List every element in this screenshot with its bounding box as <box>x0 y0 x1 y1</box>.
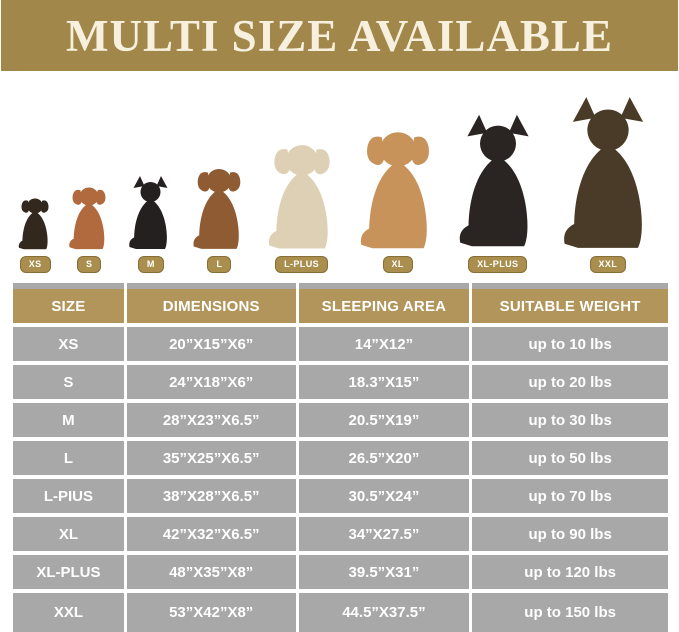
cream-retriever-dog-icon <box>261 136 343 250</box>
dog-slot-l-plus: L-PLUS <box>261 136 343 273</box>
column-header-sleeping-area: SLEEPING AREA <box>298 283 470 323</box>
dog-slot-xxl: XXL <box>552 95 664 273</box>
poodle-puppy-dog-icon <box>64 182 114 250</box>
size-badge-xxl: XXL <box>589 256 627 273</box>
size-badge-xl-plus: XL-PLUS <box>468 256 528 273</box>
german-shepherd-dog-icon <box>552 95 664 250</box>
table-cell: 34”X27.5” <box>298 517 470 551</box>
size-badge-xl: XL <box>382 256 413 273</box>
table-cell: 35”X25”X6.5” <box>126 441 296 475</box>
dog-slot-s: S <box>64 182 114 273</box>
table-cell: XL-PLUS <box>13 555 124 589</box>
dog-slot-xl: XL <box>352 122 444 273</box>
dog-slot-l: L <box>187 162 251 273</box>
table-cell: 53”X42”X8” <box>126 593 296 632</box>
table-cell: up to 30 lbs <box>472 403 668 437</box>
dog-silhouette <box>564 97 643 248</box>
table-cell: M <box>13 403 124 437</box>
dog-silhouette <box>130 176 168 249</box>
dachshund-puppy-dog-icon <box>15 194 55 250</box>
dog-silhouette <box>69 187 105 249</box>
beagle-dog-icon <box>187 162 251 250</box>
dog-silhouette <box>194 169 241 249</box>
table-cell: up to 120 lbs <box>472 555 668 589</box>
table-cell: 28”X23”X6.5” <box>126 403 296 437</box>
table-cell: 42”X32”X6.5” <box>126 517 296 551</box>
size-badge-m: M <box>137 256 164 273</box>
page-title: MULTI SIZE AVAILABLE <box>66 10 613 61</box>
french-bulldog-dog-icon <box>123 175 178 250</box>
column-header-size: SIZE <box>13 283 124 323</box>
table-cell: XXL <box>13 593 124 632</box>
size-badge-s: S <box>77 256 102 273</box>
dog-slot-xs: XS <box>15 194 55 273</box>
doberman-dog-icon <box>453 111 543 250</box>
title-banner: MULTI SIZE AVAILABLE <box>1 0 678 71</box>
table-cell: 30.5”X24” <box>298 479 470 513</box>
size-badge-l: L <box>207 256 232 273</box>
column-header-dimensions: DIMENSIONS <box>126 283 296 323</box>
dog-slot-xl-plus: XL-PLUS <box>453 111 543 273</box>
dog-silhouette <box>268 145 329 248</box>
table-cell: 20”X15”X6” <box>126 327 296 361</box>
table-cell: 20.5”X19” <box>298 403 470 437</box>
table-cell: 48”X35”X8” <box>126 555 296 589</box>
table-cell: 14”X12” <box>298 327 470 361</box>
table-cell: 38”X28”X6.5” <box>126 479 296 513</box>
table-cell: L-PIUS <box>13 479 124 513</box>
dog-silhouette <box>459 115 528 246</box>
dog-slot-m: M <box>123 175 178 273</box>
dog-size-lineup: XS S M L L-PLUS XL XL-PLUS XXL <box>0 71 679 283</box>
table-cell: up to 90 lbs <box>472 517 668 551</box>
dog-silhouette <box>19 198 49 249</box>
size-table: SIZE DIMENSIONS SLEEPING AREA SUITABLE W… <box>13 283 668 632</box>
table-cell: up to 150 lbs <box>472 593 668 632</box>
golden-retriever-dog-icon <box>352 122 444 250</box>
table-cell: up to 50 lbs <box>472 441 668 475</box>
table-cell: 26.5”X20” <box>298 441 470 475</box>
table-cell: L <box>13 441 124 475</box>
column-header-suitable-weight: SUITABLE WEIGHT <box>472 283 668 323</box>
table-cell: XS <box>13 327 124 361</box>
table-cell: 18.3”X15” <box>298 365 470 399</box>
table-cell: S <box>13 365 124 399</box>
table-cell: XL <box>13 517 124 551</box>
table-cell: up to 70 lbs <box>472 479 668 513</box>
table-cell: 24”X18”X6” <box>126 365 296 399</box>
table-cell: 39.5”X31” <box>298 555 470 589</box>
table-cell: up to 20 lbs <box>472 365 668 399</box>
size-badge-l-plus: L-PLUS <box>275 256 328 273</box>
size-badge-xs: XS <box>19 256 51 273</box>
table-cell: up to 10 lbs <box>472 327 668 361</box>
dog-silhouette <box>361 132 429 248</box>
table-cell: 44.5”X37.5” <box>298 593 470 632</box>
